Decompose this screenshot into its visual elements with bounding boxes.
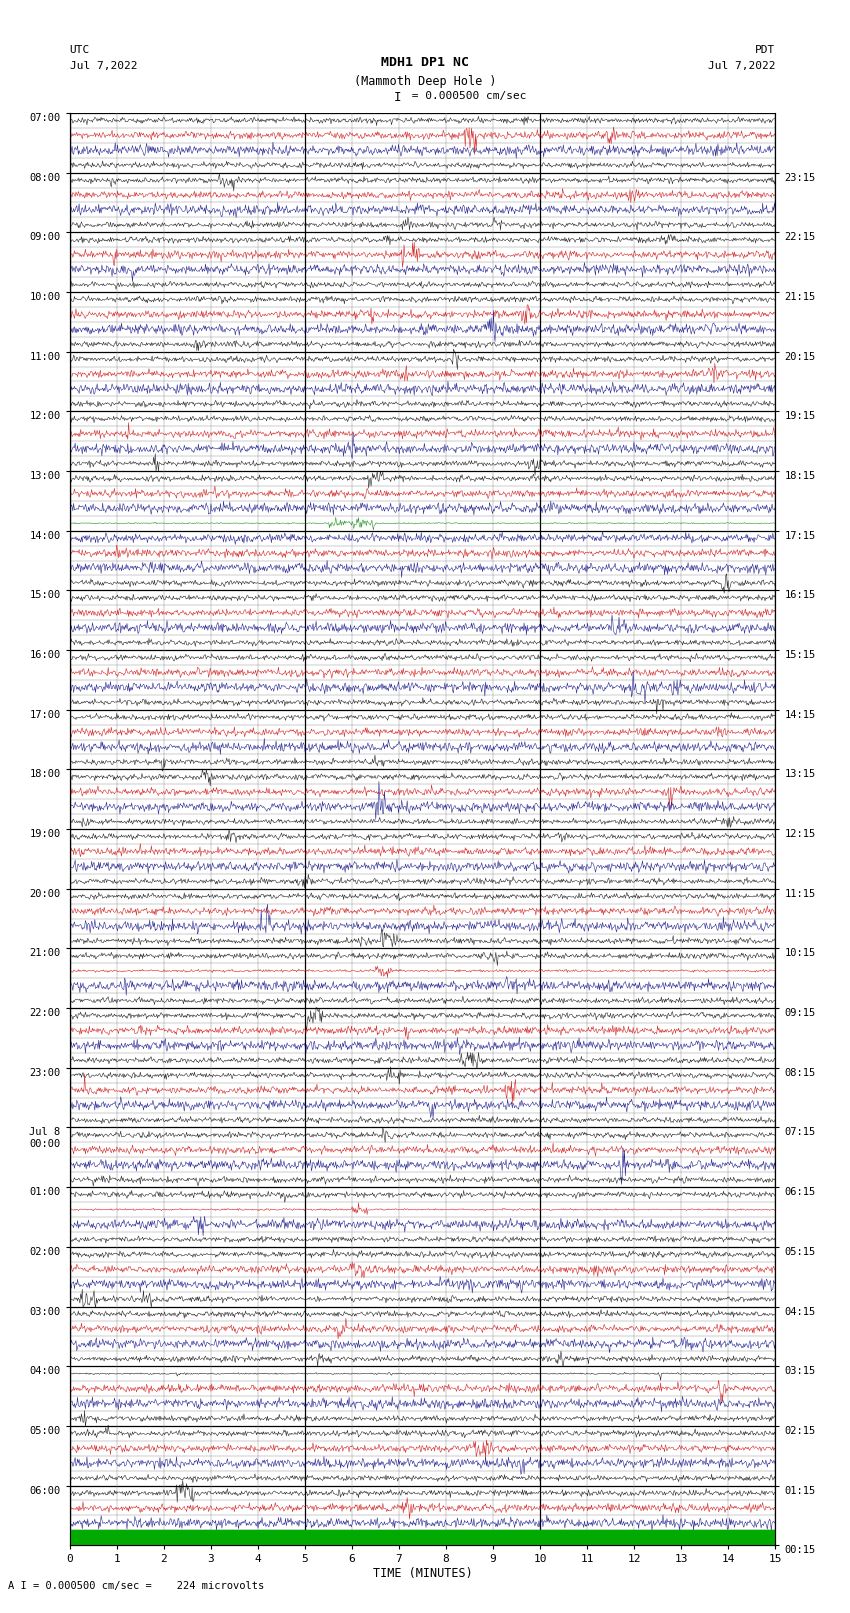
Text: Jul 7,2022: Jul 7,2022 [708,61,775,71]
X-axis label: TIME (MINUTES): TIME (MINUTES) [372,1568,473,1581]
Text: I: I [394,90,401,105]
Text: A I = 0.000500 cm/sec =    224 microvolts: A I = 0.000500 cm/sec = 224 microvolts [8,1581,264,1590]
Text: MDH1 DP1 NC: MDH1 DP1 NC [381,56,469,69]
Text: UTC: UTC [70,45,90,55]
Text: = 0.000500 cm/sec: = 0.000500 cm/sec [405,90,526,102]
Text: Jul 7,2022: Jul 7,2022 [70,61,137,71]
Text: (Mammoth Deep Hole ): (Mammoth Deep Hole ) [354,76,496,89]
Bar [70,1531,775,1545]
Text: PDT: PDT [755,45,775,55]
